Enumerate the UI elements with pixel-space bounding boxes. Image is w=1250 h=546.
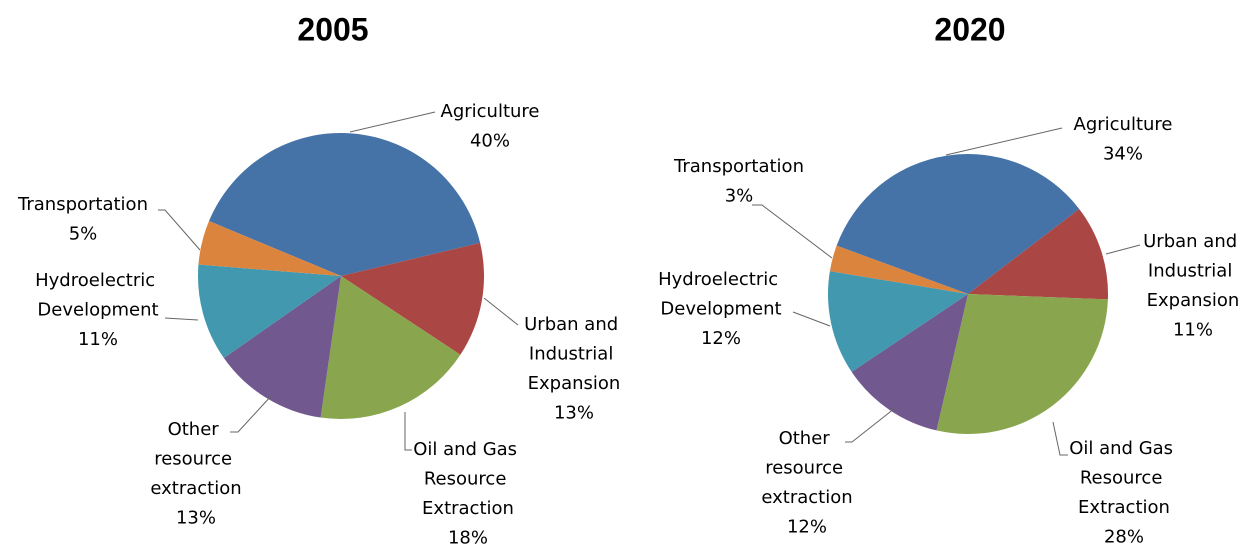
leader-line	[158, 209, 201, 251]
slice-label: Transportation	[673, 156, 804, 177]
leader-line	[1105, 244, 1141, 255]
pie-slice	[836, 153, 1080, 294]
value-label: 28%	[1104, 527, 1144, 546]
value-label: 13%	[554, 403, 594, 424]
pie-slice	[198, 221, 341, 276]
slice-label: Other resource extraction	[761, 428, 852, 508]
value-label: 11%	[78, 329, 118, 350]
pie-slice	[968, 208, 1108, 300]
slice-label: Urban and Industrial Expansion	[1143, 231, 1243, 311]
pie-slice	[320, 276, 461, 419]
pie-slice	[829, 245, 968, 294]
slice-label: Urban and Industrial Expansion	[524, 314, 624, 394]
pie-slice	[208, 132, 481, 276]
slice-label: Hydroelectric Development	[35, 270, 161, 321]
value-label: 34%	[1103, 144, 1143, 165]
leader-line	[483, 297, 519, 326]
pie-slice	[828, 271, 968, 372]
slice-label: Transportation	[17, 194, 148, 215]
value-label: 18%	[448, 528, 488, 546]
value-label: 12%	[701, 328, 741, 349]
pie-slice	[851, 294, 968, 431]
value-label: 5%	[69, 224, 98, 245]
chart-title: 2020	[934, 11, 1005, 47]
leader-line	[230, 394, 273, 433]
value-label: 11%	[1173, 320, 1213, 341]
leader-line	[1052, 421, 1068, 456]
value-label: 3%	[725, 186, 754, 207]
pie-slice	[936, 294, 1108, 435]
leader-line	[164, 317, 199, 321]
slice-label: Hydroelectric Development	[658, 269, 784, 320]
leader-line	[792, 311, 831, 327]
leader-line	[404, 412, 412, 451]
slice-label: Oil and Gas Resource Extraction	[1069, 438, 1179, 518]
value-label: 13%	[176, 508, 216, 529]
slice-label: Other resource extraction	[150, 419, 241, 499]
leader-line	[845, 407, 896, 443]
pie-slice	[198, 264, 341, 359]
leader-line	[945, 127, 1063, 156]
value-label: 40%	[470, 131, 510, 152]
slice-label: Agriculture	[1074, 114, 1173, 135]
slice-label: Oil and Gas Resource Extraction	[413, 439, 523, 519]
slice-label: Agriculture	[441, 101, 540, 122]
pie-slice	[341, 242, 485, 355]
pie-slice	[223, 276, 341, 418]
leader-line	[752, 204, 833, 259]
leader-line	[349, 111, 436, 133]
chart-title: 2005	[297, 11, 368, 47]
value-label: 12%	[787, 517, 827, 538]
